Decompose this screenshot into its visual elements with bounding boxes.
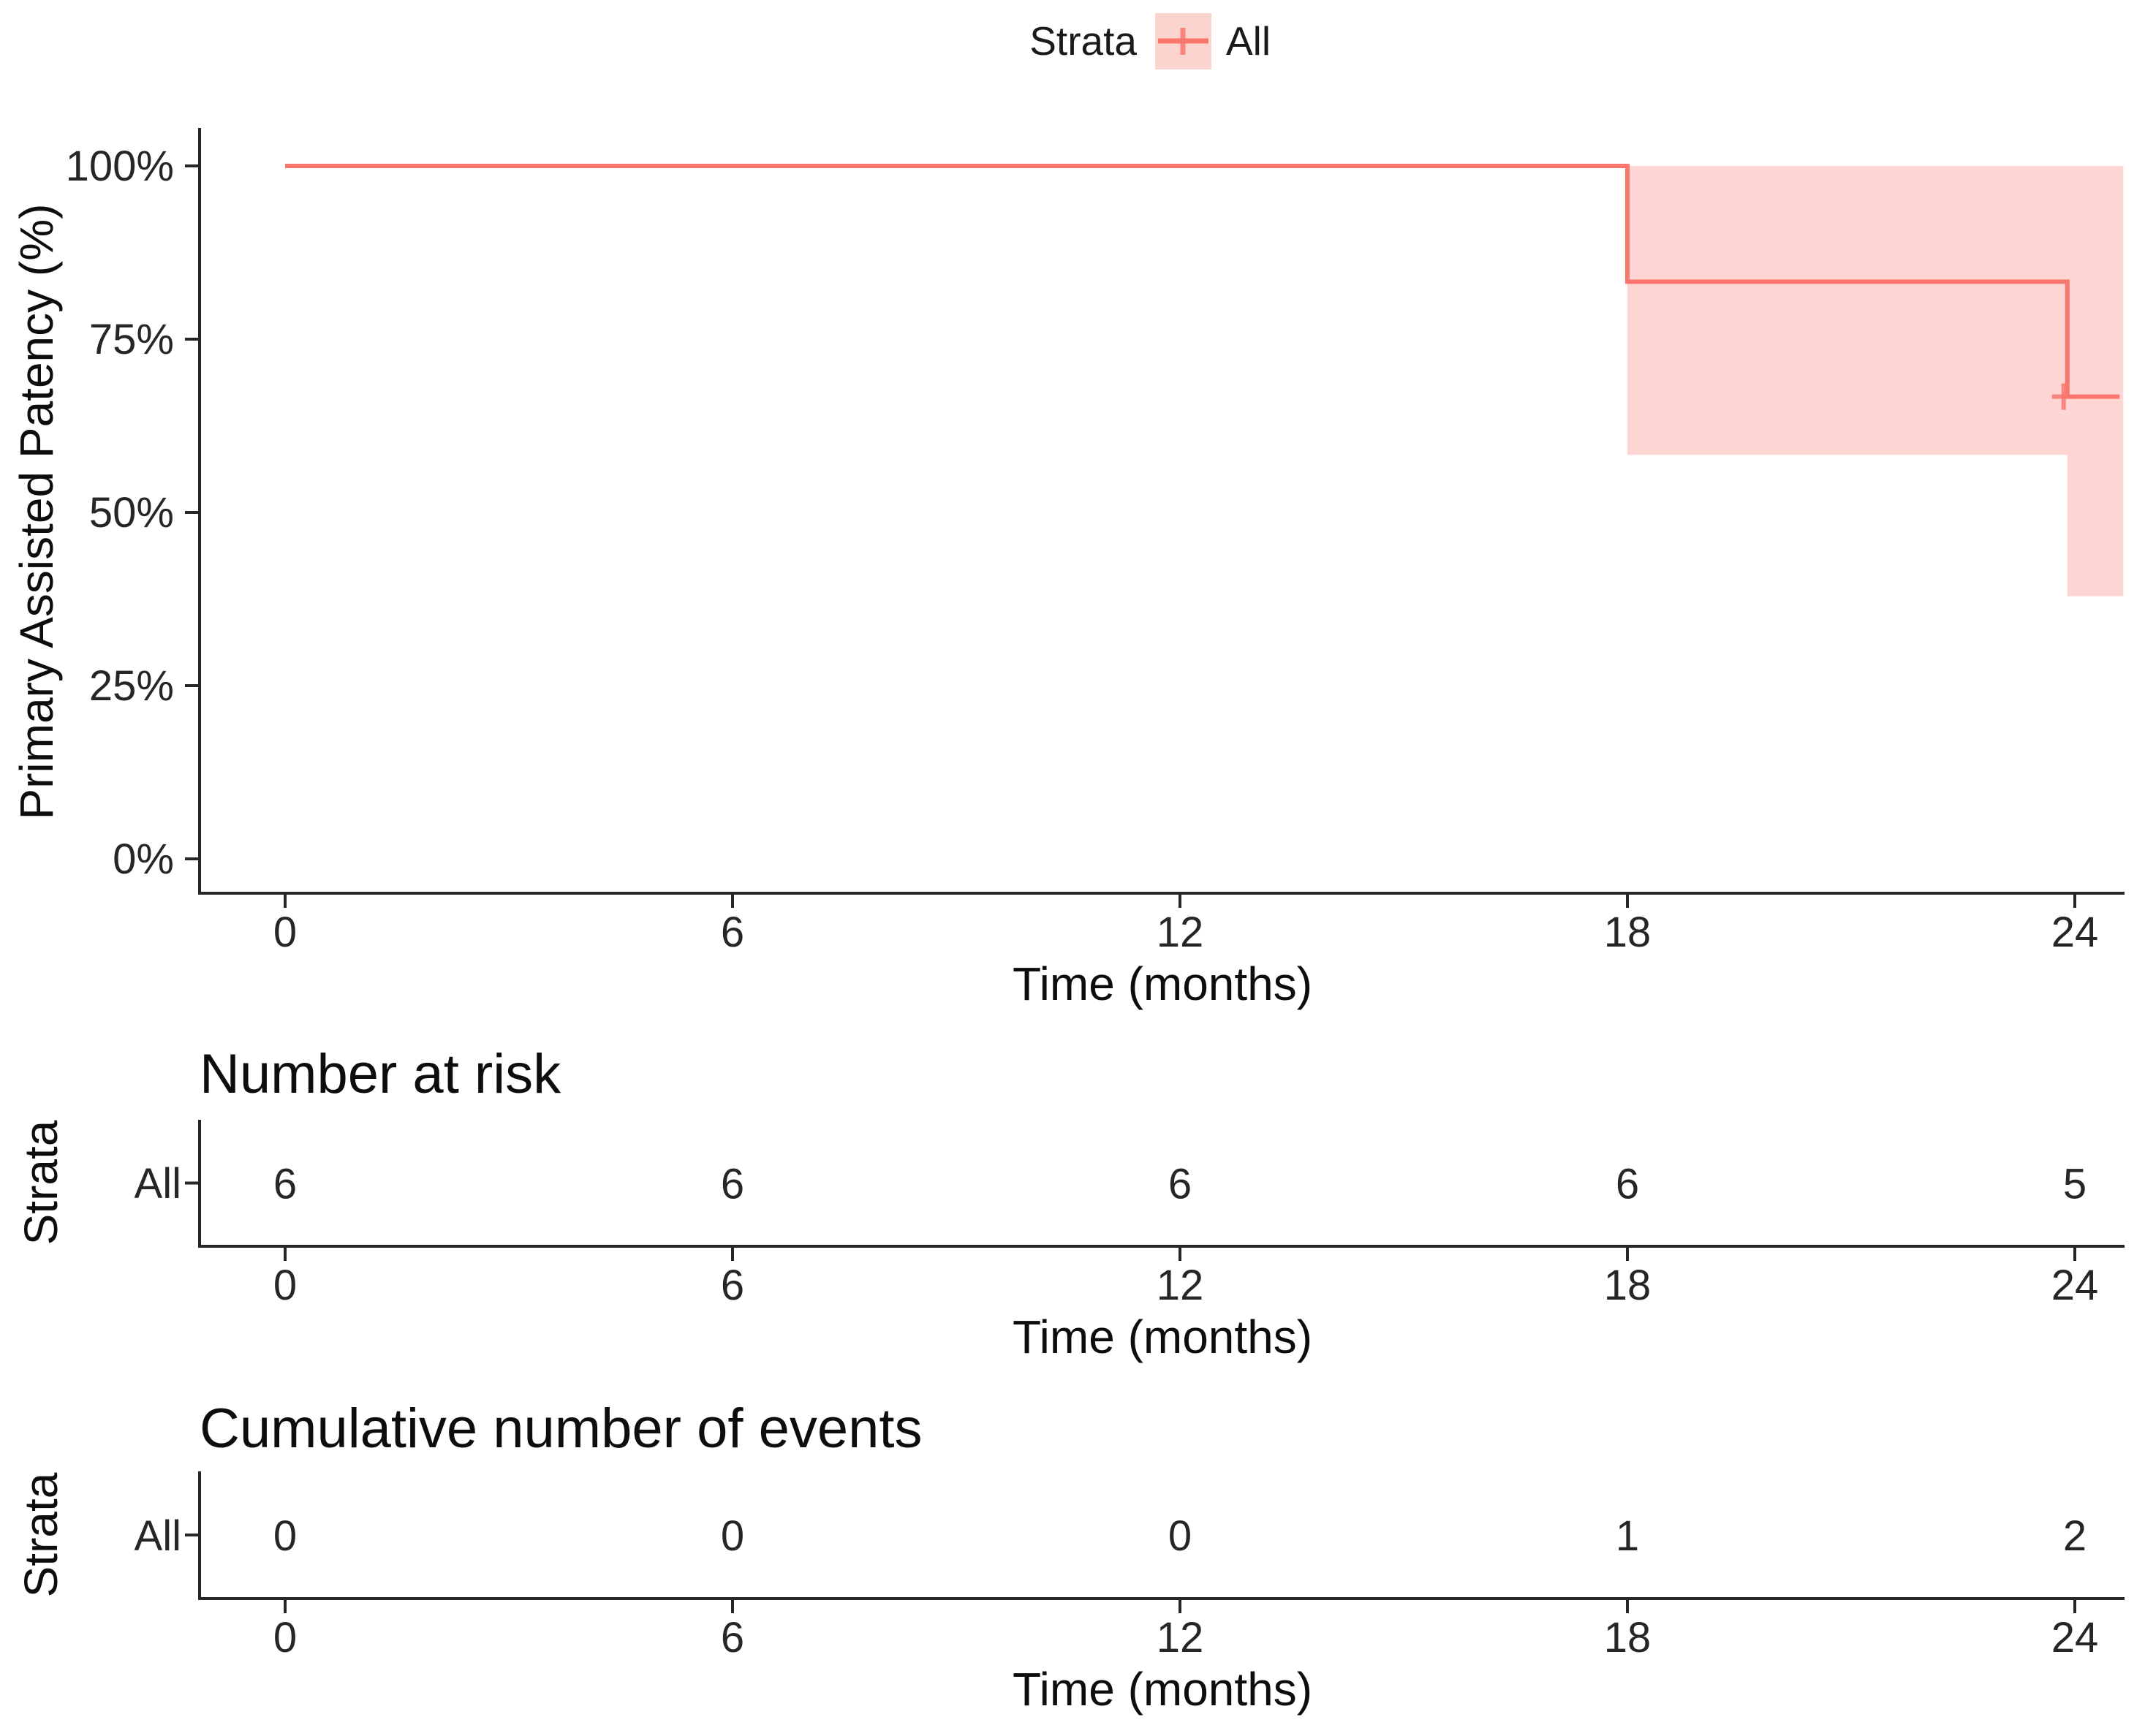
table-cell-value: 2 xyxy=(2063,1512,2087,1560)
table-cell-value: 6 xyxy=(1168,1161,1192,1208)
table-cell-value: 6 xyxy=(721,1161,744,1208)
y-tick-label: 25% xyxy=(89,662,174,710)
censor-marks xyxy=(2051,383,2076,410)
events-table-row-label: All xyxy=(135,1512,181,1560)
risk-table: Number at risk Strata All 0666126186245 … xyxy=(15,1043,2125,1363)
km-main-panel: 0% 25% 50% 75% 100% 0 6 12 18 24 Time (months) Pr… xyxy=(10,128,2125,1010)
y-tick-label: 50% xyxy=(89,489,174,537)
y-axis-title: Primary Assisted Patency (%) xyxy=(10,204,63,820)
risk-table-axes xyxy=(185,1120,2125,1261)
x-tick-label: 12 xyxy=(1157,909,1204,956)
risk-table-row-label: All xyxy=(135,1160,181,1208)
table-x-tick-label: 12 xyxy=(1157,1614,1204,1661)
table-cell-value: 0 xyxy=(1168,1512,1192,1560)
table-x-tick-label: 6 xyxy=(721,1614,744,1661)
legend-title: Strata xyxy=(1029,18,1137,64)
ci-ribbon-segment xyxy=(1627,166,2068,455)
events-table-ylabel: Strata xyxy=(15,1472,67,1597)
y-tick-label: 75% xyxy=(89,316,174,363)
events-table-values: 0 0 6 0 12 0 18 1 24 2 xyxy=(273,1512,2098,1661)
events-table: Cumulative number of events Strata All 0… xyxy=(15,1398,2125,1716)
table-cell-value: 5 xyxy=(2063,1161,2087,1208)
table-x-tick-label: 18 xyxy=(1604,1262,1652,1309)
table-x-tick-label: 24 xyxy=(2051,1614,2099,1661)
table-cell-value: 1 xyxy=(1616,1512,1639,1560)
table-cell-value: 0 xyxy=(273,1512,297,1560)
table-x-tick-label: 18 xyxy=(1604,1614,1652,1661)
table-x-tick-label: 12 xyxy=(1157,1262,1204,1309)
table-x-tick-label: 0 xyxy=(273,1262,297,1309)
legend: Strata All xyxy=(1029,13,1271,69)
risk-table-values: 0 6 6 6 12 6 18 6 24 5 xyxy=(273,1161,2098,1310)
survival-curve xyxy=(285,164,2120,399)
table-x-tick-label: 24 xyxy=(2051,1262,2099,1309)
table-x-tick-label: 6 xyxy=(721,1262,744,1309)
events-table-title: Cumulative number of events xyxy=(200,1398,922,1460)
main-tick-labels: 0% 25% 50% 75% 100% 0 6 12 18 24 xyxy=(66,143,2099,956)
x-tick-label: 6 xyxy=(721,909,744,956)
table-x-tick-label: 0 xyxy=(273,1614,297,1661)
table-cell-value: 6 xyxy=(1616,1161,1639,1208)
main-axes xyxy=(185,128,2125,908)
ci-ribbon-segment xyxy=(2067,166,2124,596)
risk-table-title: Number at risk xyxy=(200,1043,561,1105)
legend-item-label: All xyxy=(1226,18,1271,64)
events-table-x-title: Time (months) xyxy=(1013,1663,1312,1716)
risk-table-x-title: Time (months) xyxy=(1013,1311,1312,1363)
table-cell-value: 6 xyxy=(273,1161,297,1208)
table-cell-value: 0 xyxy=(721,1512,744,1560)
x-tick-label: 0 xyxy=(273,909,297,956)
censor-cross-icon xyxy=(2051,383,2076,410)
x-axis-title: Time (months) xyxy=(1013,958,1312,1010)
events-table-axes xyxy=(185,1471,2125,1613)
y-tick-label: 100% xyxy=(66,143,174,190)
y-tick-label: 0% xyxy=(113,835,174,883)
x-tick-label: 24 xyxy=(2051,909,2099,956)
legend-key-cross-icon xyxy=(1158,28,1208,55)
x-tick-label: 18 xyxy=(1604,909,1652,956)
risk-table-ylabel: Strata xyxy=(15,1120,67,1245)
confidence-ribbon xyxy=(1627,166,2124,596)
km-step-line xyxy=(285,164,2120,399)
